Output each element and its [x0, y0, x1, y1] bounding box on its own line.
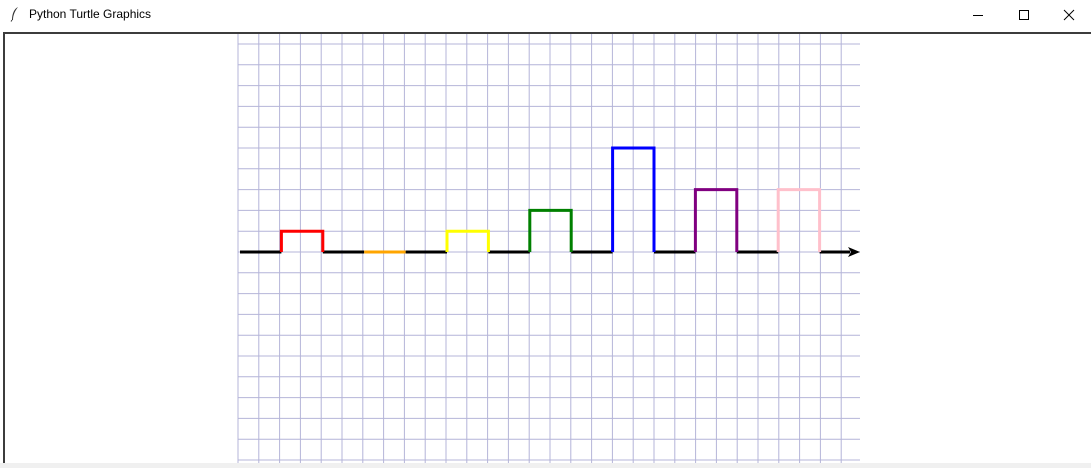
grid-lines [237, 34, 860, 463]
arrow-icon [848, 247, 860, 257]
pulse-mark [279, 229, 325, 252]
pulse-mark [693, 188, 739, 252]
minimize-button[interactable] [955, 0, 1001, 29]
maximize-icon [1019, 9, 1029, 20]
pulse-mark [528, 208, 573, 252]
pulse-mark [776, 188, 822, 252]
title-bar[interactable]: Python Turtle Graphics [0, 0, 1091, 29]
turtle-canvas[interactable] [3, 32, 1091, 468]
minimize-icon [973, 14, 983, 16]
close-button[interactable] [1046, 0, 1091, 29]
window-title: Python Turtle Graphics [29, 7, 152, 21]
close-icon [1063, 9, 1075, 20]
pulse-group [279, 146, 822, 254]
maximize-button[interactable] [1001, 0, 1047, 29]
feather-icon [10, 7, 18, 22]
pulse-mark [611, 146, 656, 252]
pulse-mark [445, 229, 490, 252]
bottom-edge [0, 463, 1091, 468]
